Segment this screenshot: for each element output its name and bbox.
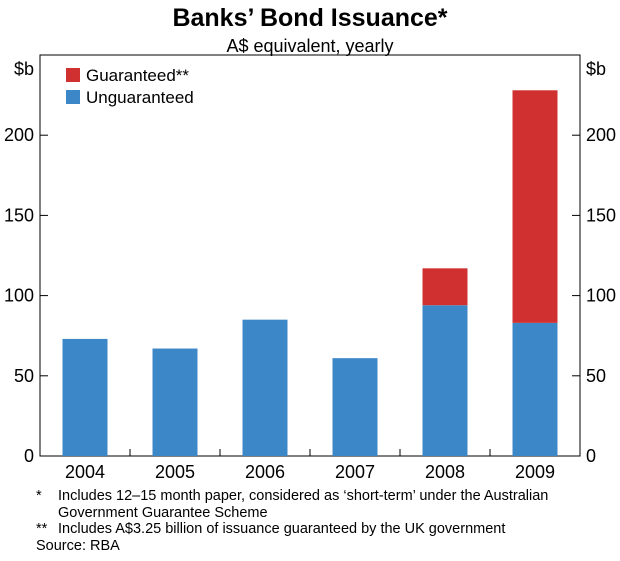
x-tick-label: 2009 <box>515 462 555 482</box>
bar-unguaranteed-2008 <box>422 305 468 456</box>
x-tick-label: 2004 <box>65 462 105 482</box>
plot-frame <box>39 54 581 457</box>
y-tick-label-left: 150 <box>4 205 34 225</box>
bar-unguaranteed-2005 <box>152 348 198 456</box>
y-tick-label-left: 200 <box>4 125 34 145</box>
legend-swatch <box>66 90 80 104</box>
y-tick-label-right: 100 <box>586 286 616 306</box>
y-axis-unit-right: $b <box>586 59 606 79</box>
footnote-1: * Includes 12–15 month paper, considered… <box>36 488 620 521</box>
bar-unguaranteed-2009 <box>512 322 558 456</box>
legend-swatch <box>66 68 80 82</box>
x-tick-label: 2006 <box>245 462 285 482</box>
footnote-2: ** Includes A$3.25 billion of issuance g… <box>36 521 620 538</box>
y-axis-unit-left: $b <box>14 59 34 79</box>
bar-guaranteed-2009 <box>512 90 558 323</box>
bar-unguaranteed-2004 <box>62 338 108 456</box>
legend-label: Guaranteed** <box>86 66 189 85</box>
y-tick-label-right: 150 <box>586 205 616 225</box>
bar-chart: 0 0 50 50 100 100 150 150 200 200 $b $b 2004 2005 2006… <box>4 54 616 482</box>
y-tick-label-left: 100 <box>4 286 34 306</box>
bar-unguaranteed-2006 <box>242 319 288 456</box>
footnote-2-text: Includes A$3.25 billion of issuance guar… <box>58 521 506 537</box>
y-tick-label-right: 200 <box>586 125 616 145</box>
x-tick-label: 2007 <box>335 462 375 482</box>
footnote-1-mark: * <box>36 488 42 504</box>
chart-title: Banks’ Bond Issuance* <box>172 4 448 32</box>
bar-unguaranteed-2007 <box>332 358 378 456</box>
y-tick-label-left: 0 <box>24 446 34 466</box>
source-note: Source: RBA <box>36 537 120 554</box>
footnote-2-mark: ** <box>36 521 48 537</box>
chart-subtitle: A$ equivalent, yearly <box>226 36 394 56</box>
x-tick-label: 2008 <box>425 462 465 482</box>
footnotes: * Includes 12–15 month paper, considered… <box>36 488 620 554</box>
y-tick-label-right: 50 <box>586 366 606 386</box>
y-tick-label-left: 50 <box>14 366 34 386</box>
legend-label: Unguaranteed <box>86 88 194 107</box>
footnote-1-text: Includes 12–15 month paper, considered a… <box>58 488 549 521</box>
bar-guaranteed-2008 <box>422 268 468 306</box>
y-tick-label-right: 0 <box>586 446 596 466</box>
x-tick-label: 2005 <box>155 462 195 482</box>
